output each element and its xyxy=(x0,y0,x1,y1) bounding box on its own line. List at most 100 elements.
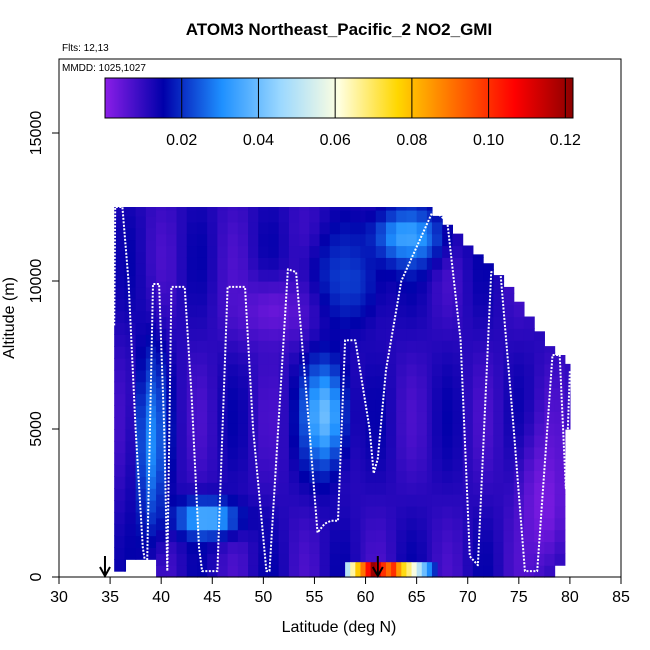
heatmap-cell xyxy=(227,423,239,436)
heatmap-cell xyxy=(544,553,556,566)
heatmap-cell xyxy=(554,375,566,389)
heatmap-cell xyxy=(396,505,408,519)
heatmap-cell xyxy=(145,500,157,513)
heatmap-cell xyxy=(564,393,571,406)
heatmap-cell xyxy=(145,511,157,525)
heatmap-cell xyxy=(431,233,443,247)
heatmap-cell xyxy=(365,352,377,365)
heatmap-cell xyxy=(288,207,300,211)
heatmap-cell xyxy=(483,494,494,507)
heatmap-cell xyxy=(452,529,464,543)
heatmap-cell xyxy=(125,547,137,560)
heatmap-cell xyxy=(125,239,137,252)
heatmap-cell xyxy=(258,352,270,365)
heatmap-cell xyxy=(503,565,515,578)
heatmap-cell xyxy=(176,257,188,270)
heatmap-cell xyxy=(299,328,310,341)
heatmap-cell xyxy=(329,316,341,329)
heatmap-cell xyxy=(554,446,566,460)
heatmap-cell xyxy=(396,434,408,448)
heatmap-cell xyxy=(166,387,178,400)
heatmap-cell xyxy=(493,292,505,306)
heatmap-cell xyxy=(319,340,331,353)
heatmap-cell xyxy=(406,517,418,531)
heatmap-cell xyxy=(406,494,418,507)
heatmap-cell xyxy=(493,434,505,448)
heatmap-cell xyxy=(406,423,418,436)
heatmap-cell xyxy=(534,375,545,389)
heatmap-cell xyxy=(319,209,331,223)
heatmap-layer xyxy=(114,207,571,578)
heatmap-cell xyxy=(268,458,280,472)
heatmap-cell xyxy=(483,458,494,472)
heatmap-cell xyxy=(406,458,418,472)
heatmap-cell xyxy=(176,352,188,365)
heatmap-cell xyxy=(176,553,188,566)
heatmap-cell xyxy=(288,316,300,329)
heatmap-cell xyxy=(365,529,377,543)
heatmap-cell xyxy=(217,328,229,341)
heatmap-cell xyxy=(248,553,259,566)
heatmap-cell xyxy=(385,494,397,507)
heatmap-cell xyxy=(350,529,362,543)
heatmap-cell xyxy=(299,399,310,412)
heatmap-cell xyxy=(503,482,515,495)
heatmap-cell xyxy=(288,328,300,341)
heatmap-cell xyxy=(309,505,321,519)
heatmap-cell xyxy=(156,505,167,519)
heatmap-cell xyxy=(365,281,377,294)
heatmap-cell xyxy=(426,221,433,235)
heatmap-cell xyxy=(278,207,290,211)
arrow-layer xyxy=(99,556,384,579)
heatmap-cell xyxy=(483,399,494,412)
surface-cell xyxy=(411,562,418,577)
heatmap-cell xyxy=(431,281,443,294)
heatmap-cell xyxy=(360,304,367,318)
heatmap-cell xyxy=(196,233,208,247)
heatmap-cell xyxy=(176,304,188,318)
heatmap-cell xyxy=(426,553,433,566)
heatmap-cell xyxy=(114,452,125,466)
heatmap-cell xyxy=(186,209,198,223)
heatmap-cell xyxy=(513,529,525,543)
heatmap-cell xyxy=(513,505,525,519)
heatmap-cell xyxy=(124,535,127,548)
heatmap-cell xyxy=(431,458,443,472)
heatmap-cell xyxy=(124,405,127,418)
heatmap-cell xyxy=(268,411,280,424)
heatmap-cell xyxy=(248,458,259,472)
heatmap-cell xyxy=(431,340,443,353)
heatmap-cell xyxy=(299,458,310,472)
heatmap-cell xyxy=(503,529,515,543)
heatmap-cell xyxy=(237,233,249,247)
heatmap-cell xyxy=(278,423,290,436)
heatmap-cell xyxy=(217,517,229,531)
heatmap-cell xyxy=(248,257,259,270)
surface-cell xyxy=(401,562,408,577)
heatmap-cell xyxy=(196,269,208,282)
heatmap-cell xyxy=(493,517,505,531)
heatmap-cell xyxy=(416,375,428,389)
heatmap-cell xyxy=(406,446,418,460)
heatmap-cell xyxy=(365,245,377,258)
heatmap-cell xyxy=(278,304,290,318)
heatmap-cell xyxy=(350,517,362,531)
heatmap-cell xyxy=(426,340,433,353)
heatmap-cell xyxy=(299,541,310,554)
heatmap-cell xyxy=(227,292,239,306)
heatmap-cell xyxy=(156,387,167,400)
heatmap-cell xyxy=(340,434,351,448)
heatmap-cell xyxy=(523,505,535,519)
heatmap-cell xyxy=(329,434,341,448)
y-axis: 0 5000 10000 15000 xyxy=(28,111,59,581)
heatmap-cell xyxy=(258,375,270,389)
heatmap-cell xyxy=(125,464,137,477)
heatmap-cell xyxy=(426,328,433,341)
heatmap-cell xyxy=(186,233,198,247)
heatmap-cell xyxy=(166,446,178,460)
heatmap-cell xyxy=(227,399,239,412)
x-tick-label: 45 xyxy=(203,589,221,606)
heatmap-cell xyxy=(442,328,453,341)
heatmap-cell xyxy=(278,399,290,412)
heatmap-cell xyxy=(513,301,525,306)
